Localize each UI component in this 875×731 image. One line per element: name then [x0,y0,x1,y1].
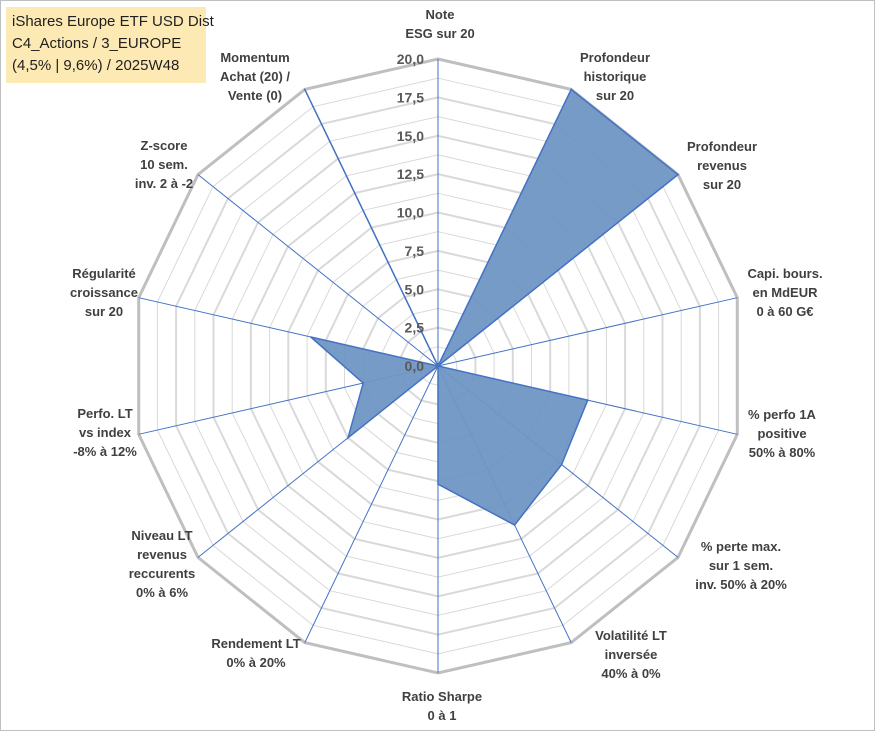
series-point [437,483,439,486]
axis-label: Volatilité LT [595,628,667,643]
axis-label: 0% à 6% [136,585,188,600]
axis-label: Rendement LT [211,636,300,651]
tick-label: 12,5 [397,166,424,182]
axis-label: inv. 2 à -2 [135,176,193,191]
series-point [304,88,306,91]
axis-label: sur 20 [85,304,123,319]
tick-label: 15,0 [397,128,424,144]
series-point [677,173,679,176]
axis-spoke [304,365,439,643]
axis-label: positive [757,426,806,441]
axis-label: vs index [79,425,132,440]
tick-label: 2,5 [405,320,425,336]
tick-label: 0,0 [405,358,425,374]
series-point [437,365,439,367]
title-line-2: C4_Actions / 3_EUROPE [12,35,182,52]
axis-label: Perfo. LT [77,406,132,421]
axis-label: en MdEUR [753,285,819,300]
chart-title-box: iShares Europe ETF USD Dist C4_Actions /… [6,7,214,83]
series-point [310,336,312,338]
axis-label: inversée [605,647,658,662]
axis-label: 40% à 0% [601,666,661,681]
series-area [304,88,680,526]
axis-label: reccurents [129,566,195,581]
axis-label: 10 sem. [140,157,188,172]
axis-label: sur 20 [596,88,634,103]
axis-label: Profondeur [687,139,757,154]
axis-label: Vente (0) [228,88,282,103]
series-point [347,437,349,439]
axis-label: Régularité [72,266,136,281]
axis-label: 0% à 20% [226,655,286,670]
axis-label: Achat (20) / [220,69,290,84]
axis-label: ESG sur 20 [405,26,474,41]
tick-label: 17,5 [397,89,424,105]
series-point [586,399,589,402]
axis-label: croissance [70,285,138,300]
axis-label: Ratio Sharpe [402,689,482,704]
axis-label: Profondeur [580,50,650,65]
series-point [570,88,572,91]
axis-label: revenus [697,158,747,173]
tick-label: 7,5 [405,243,425,259]
axis-label: Z-score [141,138,188,153]
axis-label: inv. 50% à 20% [695,577,787,592]
series-point [513,524,516,526]
axis-label: 0 à 1 [428,708,457,723]
axis-label: 50% à 80% [749,445,816,460]
axis-label: % perte max. [701,539,781,554]
axis-label: sur 20 [703,177,741,192]
axis-label: revenus [137,547,187,562]
axis-label: Capi. bours. [747,266,822,281]
title-line-3: (4,5% | 9,6%) / 2025W48 [12,57,180,74]
series-point [362,382,365,384]
radar-axis-labels: Note ESG sur 20 Profondeur historique sur 20… [70,7,823,723]
tick-label: 5,0 [405,281,425,297]
tick-label: 10,0 [397,205,424,221]
axis-label: sur 1 sem. [709,558,773,573]
title-line-1: iShares Europe ETF USD Dist [12,13,214,30]
tick-label: 20,0 [397,51,424,67]
axis-label: Momentum [220,50,289,65]
axis-label: Note [426,7,455,22]
axis-label: -8% à 12% [73,444,137,459]
axis-label: 0 à 60 G€ [756,304,813,319]
axis-label: historique [584,69,647,84]
radar-series [304,88,680,526]
radar-tick-labels: 0,0 2,5 5,0 7,5 10,0 12,5 15,0 17,5 20,0 [397,51,424,374]
axis-spoke [197,174,439,367]
axis-label: % perfo 1A [748,407,817,422]
axis-spoke [437,297,738,367]
axis-label: Niveau LT [131,528,192,543]
series-point [560,463,563,466]
